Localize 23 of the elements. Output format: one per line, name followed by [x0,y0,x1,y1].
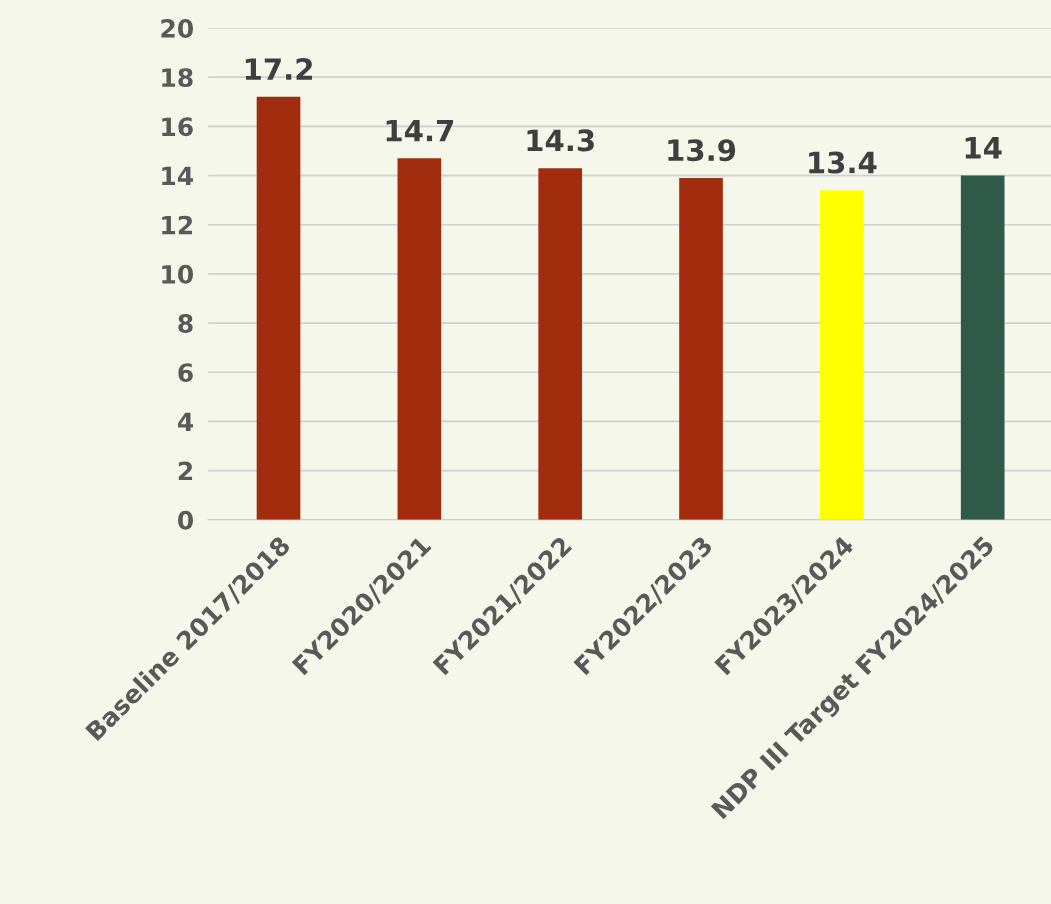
bar [820,190,864,520]
bar [256,96,301,520]
bar [679,178,723,520]
y-tick-label: 10 [162,264,194,284]
y-tick-label: 0 [178,510,194,530]
y-tick-label: 18 [162,68,193,88]
bar [397,158,442,520]
y-tick-label: 4 [177,412,194,431]
y-tick-label: 20 [161,18,194,38]
bar [960,175,1005,520]
y-tick-label: 6 [178,363,193,383]
data-label: 17.2 [245,58,312,80]
y-tick-label: 8 [178,314,193,333]
y-tick-label: 12 [162,215,193,235]
y-tick-label: 2 [178,461,193,481]
data-label: 13.9 [668,139,736,162]
y-tick-label: 16 [162,117,193,137]
y-tick-label: 14 [162,166,194,186]
data-label: 14 [965,137,1002,159]
bar [538,168,583,520]
data-label: 14.7 [386,119,454,142]
data-label: 13.4 [809,151,877,174]
data-label: 14.3 [527,129,594,152]
